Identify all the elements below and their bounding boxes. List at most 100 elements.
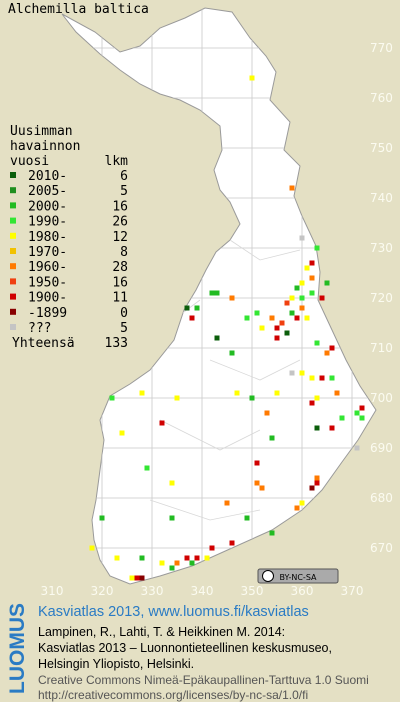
citation: Lampinen, R., Lahti, T. & Heikkinen M. 2…: [38, 625, 332, 671]
observation: [314, 475, 320, 481]
observation: [229, 540, 235, 546]
legend-count: 26: [112, 215, 128, 230]
x-tick-label: 310: [41, 584, 64, 598]
legend-swatch: [10, 263, 16, 270]
legend-swatch: [10, 324, 16, 330]
observation: [209, 545, 215, 551]
y-tick-label: 690: [370, 441, 393, 455]
observation: [109, 395, 115, 401]
observation: [269, 315, 275, 321]
observation: [274, 335, 280, 341]
observation: [224, 500, 230, 506]
legend-label: 2005-: [28, 184, 67, 199]
observation: [359, 415, 365, 421]
y-tick-label: 770: [370, 41, 393, 55]
observation: [259, 325, 265, 331]
observation: [234, 390, 240, 396]
observation: [354, 410, 360, 416]
observation: [139, 555, 145, 561]
logo: LUOMUS: [6, 603, 29, 694]
observation: [169, 565, 175, 571]
cc-icon: [262, 570, 274, 582]
observation: [294, 285, 300, 291]
observation: [259, 485, 265, 491]
legend-swatch: [10, 232, 16, 239]
observation: [329, 345, 335, 351]
observation: [89, 545, 95, 551]
observation: [134, 575, 140, 581]
legend: Uusimman havainnon vuosi lkm 2010- 6 2005-…: [10, 124, 128, 351]
observation: [304, 265, 310, 271]
total-count: 133: [105, 336, 128, 351]
x-tick-label: 330: [141, 584, 164, 598]
link: Kasviatlas 2013, www.luomus.fi/kasviatla…: [38, 604, 309, 620]
legend-count: 16: [112, 275, 128, 290]
observation: [99, 515, 105, 521]
map-title: Alchemilla baltica: [8, 2, 149, 17]
legend-label: 1980-: [28, 230, 67, 245]
legend-swatch: [10, 202, 16, 209]
y-tick-label: 710: [370, 341, 393, 355]
observation: [299, 500, 305, 506]
legend-count: 6: [120, 169, 128, 184]
observation: [294, 505, 300, 511]
observation: [339, 415, 345, 421]
y-tick-label: 750: [370, 141, 393, 155]
legend-label: 1900-: [28, 291, 67, 306]
observation: [299, 280, 305, 286]
legend-swatch: [10, 278, 16, 285]
observations: [89, 75, 365, 581]
observation: [194, 555, 200, 561]
observation: [314, 245, 320, 251]
land: [61, 7, 377, 585]
legend-heading: Uusimman: [10, 124, 73, 139]
observation: [354, 445, 360, 451]
legend-count: 5: [120, 184, 128, 199]
observation: [254, 480, 260, 486]
observation: [279, 320, 285, 326]
observation: [299, 295, 305, 301]
observation: [254, 310, 260, 316]
license-line: http://creativecommons.org/licenses/by-n…: [38, 688, 308, 702]
legend-count: 28: [112, 260, 128, 275]
observation: [209, 290, 215, 296]
legend-swatch: [10, 293, 16, 300]
legend-swatch: [10, 248, 16, 254]
legend-swatch: [10, 187, 16, 194]
observation: [314, 480, 320, 486]
citation-line: Helsingin Yliopisto, Helsinki.: [38, 657, 194, 671]
observation: [144, 465, 150, 471]
observation: [309, 485, 315, 491]
observation: [229, 295, 235, 301]
license-line: Creative Commons Nimeä-Epäkaupallinen-Ta…: [38, 673, 369, 687]
observation: [329, 375, 335, 381]
observation: [214, 290, 220, 296]
observation: [324, 350, 330, 356]
legend-swatch: [10, 308, 16, 315]
observation: [319, 375, 325, 381]
observation: [159, 560, 165, 566]
legend-label: 1990-: [28, 215, 67, 230]
y-tick-label: 730: [370, 241, 393, 255]
observation: [284, 300, 290, 306]
observation: [299, 235, 305, 241]
x-tick-label: 350: [241, 584, 264, 598]
observation: [304, 315, 310, 321]
observation: [294, 315, 300, 321]
legend-count: 8: [120, 245, 128, 260]
observation: [274, 390, 280, 396]
observation: [359, 405, 365, 411]
observation: [324, 280, 330, 286]
observation: [119, 430, 125, 436]
observation: [289, 310, 295, 316]
observation: [314, 340, 320, 346]
y-tick-label: 740: [370, 191, 393, 205]
legend-count-heading: lkm: [105, 154, 129, 169]
legend-swatch: [10, 217, 16, 224]
observation: [184, 305, 190, 311]
citation-line: Lampinen, R., Lahti, T. & Heikkinen M. 2…: [38, 625, 285, 639]
x-tick-label: 360: [291, 584, 314, 598]
license-badge: BY-NC-SA: [257, 568, 339, 584]
y-tick-label: 760: [370, 91, 393, 105]
